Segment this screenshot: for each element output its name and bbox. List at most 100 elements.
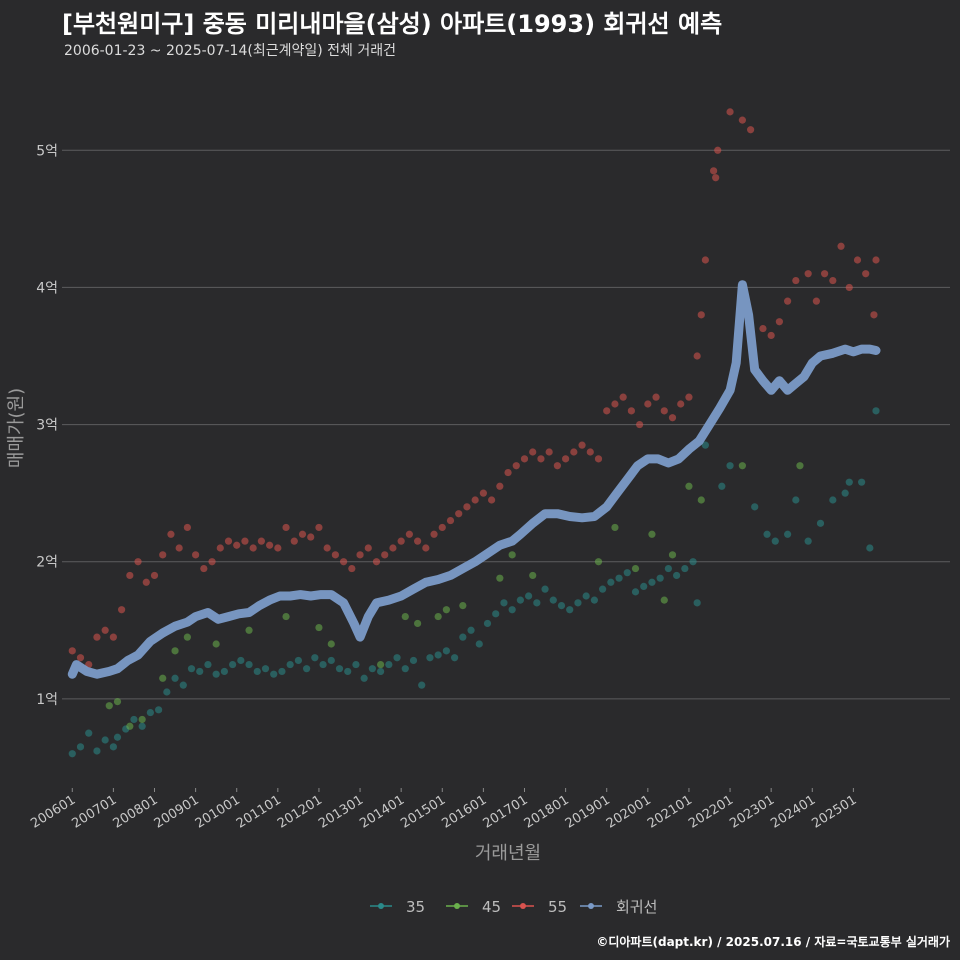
data-point: [187, 665, 196, 673]
data-point: [738, 116, 746, 124]
data-point: [677, 400, 685, 408]
data-point: [829, 496, 837, 504]
data-point: [562, 455, 570, 463]
data-point: [520, 455, 529, 463]
data-point: [385, 660, 393, 669]
y-tick-label: 2억: [36, 555, 58, 571]
y-tick-label: 1억: [36, 692, 58, 708]
data-point: [590, 596, 598, 604]
data-point: [360, 674, 368, 682]
series-35: [68, 407, 880, 758]
data-point: [872, 407, 880, 415]
legend-item-55: 55: [512, 898, 567, 916]
data-point: [204, 660, 212, 669]
x-tick-label: 202201: [686, 793, 736, 832]
data-point: [751, 503, 759, 511]
data-point: [192, 551, 200, 559]
data-point: [372, 558, 381, 566]
data-point: [747, 126, 755, 134]
data-point: [479, 489, 487, 497]
data-point: [829, 276, 837, 285]
data-point: [660, 407, 668, 415]
x-tick-label: 200901: [152, 793, 202, 832]
data-point: [685, 482, 693, 490]
data-point: [582, 592, 590, 600]
data-point: [126, 722, 134, 730]
data-point: [442, 647, 450, 655]
x-tick-label: 201501: [398, 793, 448, 832]
data-point: [422, 544, 430, 552]
data-point: [434, 612, 442, 621]
data-point: [327, 640, 335, 648]
data-point: [249, 544, 257, 552]
data-point: [303, 665, 311, 673]
data-point: [603, 407, 611, 415]
data-point: [224, 537, 233, 545]
data-point: [607, 578, 615, 586]
data-point: [496, 482, 504, 490]
x-tick-label: 200601: [28, 793, 78, 832]
data-point: [401, 665, 409, 673]
data-point: [837, 242, 845, 250]
data-point: [159, 551, 167, 559]
data-point: [812, 297, 820, 305]
data-point: [804, 270, 812, 278]
data-point: [792, 496, 800, 504]
y-tick-label: 4억: [36, 280, 58, 296]
data-point: [712, 174, 720, 182]
data-point: [718, 482, 726, 490]
data-point: [155, 706, 163, 714]
x-tick-label: 201901: [563, 793, 613, 832]
y-tick-label: 5억: [36, 143, 58, 159]
data-point: [142, 578, 150, 586]
chart-subtitle: 2006-01-23 ~ 2025-07-14(최근계약일) 전체 거래건: [64, 43, 396, 59]
data-point: [640, 582, 648, 591]
data-point: [183, 633, 191, 641]
data-point: [348, 564, 356, 573]
data-point: [631, 588, 640, 596]
data-point: [500, 599, 508, 607]
data-point: [261, 665, 270, 673]
regression-line: [67, 280, 881, 679]
data-point: [611, 400, 619, 408]
x-tick-label: 200701: [69, 793, 119, 832]
data-point: [393, 654, 401, 662]
data-point: [463, 503, 471, 511]
data-point: [414, 619, 422, 628]
data-point: [841, 489, 849, 497]
data-point: [397, 537, 405, 545]
data-point: [85, 729, 93, 737]
data-point: [171, 674, 179, 682]
data-point: [377, 660, 385, 669]
data-point: [631, 564, 640, 573]
data-point: [845, 283, 853, 292]
legend: 35 45 55 회귀선: [370, 898, 657, 916]
legend-marker: [454, 903, 460, 909]
data-point: [504, 468, 512, 477]
x-tick-label: 202401: [768, 793, 818, 832]
data-point: [858, 478, 866, 486]
data-point: [146, 708, 154, 717]
data-point: [216, 544, 224, 552]
data-point: [68, 750, 76, 758]
legend-label: 회귀선: [616, 898, 657, 916]
data-point: [274, 544, 282, 552]
data-point: [405, 530, 413, 538]
data-point: [426, 654, 434, 662]
data-point: [344, 667, 352, 676]
data-point: [109, 743, 117, 751]
data-point: [767, 331, 775, 340]
data-point: [627, 407, 635, 415]
legend-label: 55: [548, 898, 567, 916]
data-point: [245, 660, 253, 669]
data-point: [529, 448, 537, 456]
data-point: [282, 612, 290, 621]
data-point: [118, 606, 126, 614]
data-point: [693, 599, 701, 607]
data-point: [253, 667, 261, 676]
chart-title: [부천원미구] 중동 미리내마을(삼성) 아파트(1993) 회귀선 예측: [62, 10, 723, 38]
data-point: [319, 660, 327, 669]
y-tick-label: 3억: [36, 418, 58, 434]
data-point: [352, 660, 360, 669]
